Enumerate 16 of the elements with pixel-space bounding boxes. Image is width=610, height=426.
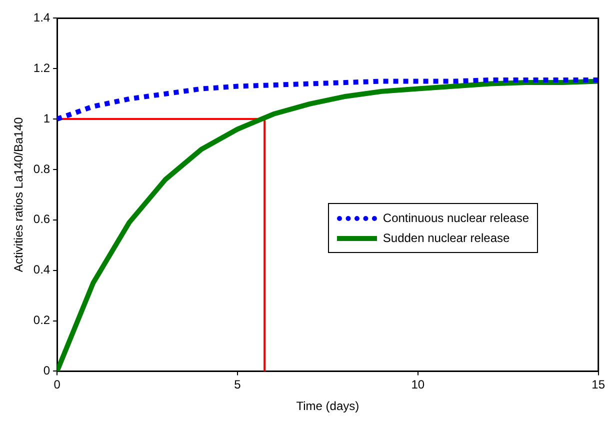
legend-label: Sudden nuclear release	[382, 230, 510, 247]
y-tick-label: 0.2	[33, 313, 50, 328]
y-tick-label: 1	[43, 111, 50, 126]
y-tick-label: 1.2	[33, 60, 50, 75]
x-tick-label: 5	[234, 378, 242, 392]
x-axis-title: Time (days)	[296, 399, 360, 414]
y-tick-label: 0.8	[33, 162, 50, 176]
y-tick-label: 0	[43, 364, 50, 378]
y-axis-title: Activities ratios La140/Ba140	[12, 117, 26, 272]
y-tick-label: 0.4	[33, 262, 50, 277]
y-tick-label: 0.6	[33, 212, 50, 226]
legend-label: Continuous nuclear release	[382, 210, 529, 227]
x-tick-label: 10	[411, 378, 425, 392]
x-tick-label: 15	[592, 378, 606, 392]
y-tick-label: 1.4	[33, 10, 50, 25]
x-tick-label: 0	[54, 378, 61, 392]
